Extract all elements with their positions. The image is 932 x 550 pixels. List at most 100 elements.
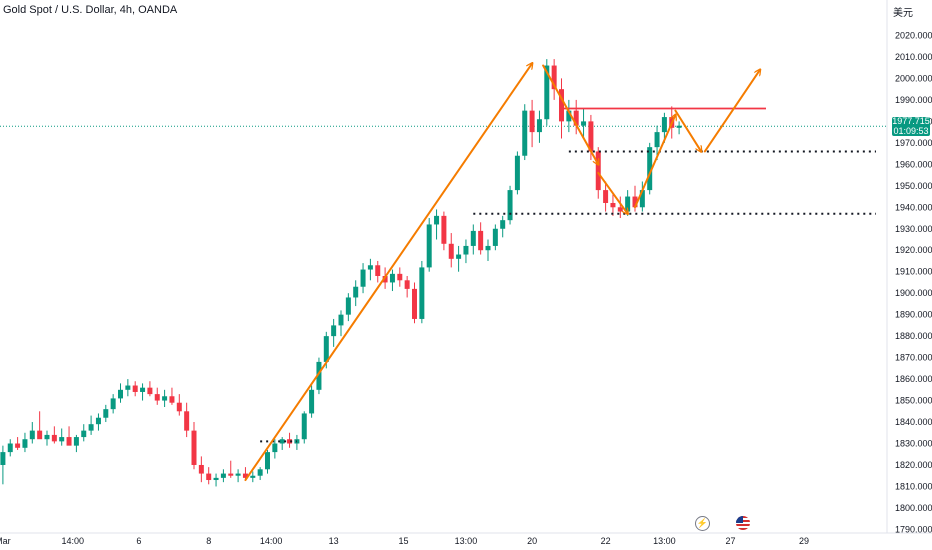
candle-body bbox=[140, 387, 146, 392]
y-tick-label: 1960.000 bbox=[895, 159, 932, 169]
candle-body bbox=[184, 411, 190, 431]
candle-body bbox=[544, 65, 550, 120]
trend-arrow bbox=[703, 70, 760, 153]
candle-body bbox=[581, 121, 587, 126]
x-tick-label: Mar bbox=[0, 536, 11, 546]
candle-body bbox=[456, 254, 462, 259]
candle-body bbox=[559, 89, 564, 122]
y-tick-label: 1970.000 bbox=[895, 138, 932, 148]
candle-body bbox=[44, 434, 50, 440]
candle-body bbox=[588, 121, 594, 152]
candle-body bbox=[603, 190, 609, 203]
y-tick-label: 2000.000 bbox=[895, 73, 932, 83]
candle-body bbox=[125, 385, 131, 390]
y-tick-label: 2010.000 bbox=[895, 52, 932, 62]
candle-body bbox=[287, 439, 293, 444]
candle-body bbox=[309, 389, 315, 414]
us-flag-icon[interactable] bbox=[736, 516, 750, 530]
candle-body bbox=[73, 437, 79, 446]
candle-body bbox=[448, 243, 454, 259]
trend-arrow bbox=[542, 64, 598, 165]
candle-body bbox=[338, 314, 344, 326]
y-tick-label: 1790.000 bbox=[895, 524, 932, 534]
candle-body bbox=[15, 443, 21, 448]
candle-body bbox=[235, 473, 241, 476]
y-tick-label: 1840.000 bbox=[895, 417, 932, 427]
y-tick-label: 1820.000 bbox=[895, 460, 932, 470]
trend-arrow bbox=[634, 115, 675, 209]
x-tick-label: 14:00 bbox=[260, 536, 283, 546]
candle-body bbox=[176, 402, 182, 412]
candle-body bbox=[250, 475, 256, 478]
candle-body bbox=[397, 273, 403, 281]
candle-body bbox=[478, 230, 484, 251]
candle-body bbox=[29, 430, 35, 440]
candle-body bbox=[507, 190, 513, 221]
candle-body bbox=[573, 110, 579, 126]
candle-body bbox=[492, 228, 498, 246]
candle-body bbox=[103, 409, 109, 418]
candle-body bbox=[81, 430, 87, 438]
candle-body bbox=[625, 196, 631, 212]
y-tick-label: 1910.000 bbox=[895, 267, 932, 277]
candle-body bbox=[279, 439, 285, 444]
candle-body bbox=[654, 132, 660, 148]
candle-body bbox=[7, 443, 13, 453]
candle-body bbox=[169, 396, 175, 403]
x-tick-label: 13 bbox=[329, 536, 339, 546]
candle-body bbox=[206, 473, 212, 481]
x-tick-label: 29 bbox=[799, 536, 809, 546]
candle-body bbox=[147, 387, 153, 395]
candle-body bbox=[470, 230, 476, 246]
candle-body bbox=[551, 65, 557, 90]
candle-body bbox=[566, 110, 572, 122]
candle-body bbox=[118, 389, 123, 399]
candle-body bbox=[198, 464, 204, 474]
candle-body bbox=[37, 430, 43, 440]
candle-body bbox=[22, 439, 28, 448]
candle-body bbox=[316, 361, 322, 390]
candle-body bbox=[272, 443, 278, 453]
candle-body bbox=[661, 117, 667, 133]
x-tick-label: 8 bbox=[206, 536, 211, 546]
candle-body bbox=[434, 215, 440, 225]
current-price-value: 1977.715 bbox=[892, 116, 930, 126]
candle-body bbox=[595, 151, 601, 191]
candle-body bbox=[676, 125, 682, 128]
x-tick-label: 22 bbox=[601, 536, 611, 546]
y-tick-label: 1940.000 bbox=[895, 202, 932, 212]
y-tick-label: 1870.000 bbox=[895, 353, 932, 363]
candle-body bbox=[213, 477, 219, 481]
y-tick-label: 1810.000 bbox=[895, 481, 932, 491]
x-tick-label: 13:00 bbox=[455, 536, 478, 546]
y-tick-label: 1920.000 bbox=[895, 245, 932, 255]
us-flag-canton bbox=[736, 516, 743, 523]
candle-body bbox=[382, 276, 388, 283]
candle-body bbox=[404, 280, 410, 289]
trend-arrow bbox=[597, 171, 627, 214]
candle-body bbox=[463, 245, 469, 255]
candle-body bbox=[639, 190, 645, 208]
y-tick-label: 1850.000 bbox=[895, 396, 932, 406]
x-tick-label: 6 bbox=[136, 536, 141, 546]
bar-countdown: 01:09:53 bbox=[893, 125, 929, 136]
lightning-icon[interactable]: ⚡ bbox=[695, 516, 710, 531]
y-tick-label: 1830.000 bbox=[895, 439, 932, 449]
candle-body bbox=[412, 288, 417, 319]
x-tick-label: 13:00 bbox=[653, 536, 676, 546]
y-tick-label: 1860.000 bbox=[895, 374, 932, 384]
trend-arrow bbox=[244, 63, 532, 482]
candle-body bbox=[220, 473, 226, 478]
y-tick-label: 1950.000 bbox=[895, 181, 932, 191]
candle-body bbox=[647, 147, 653, 191]
candle-body bbox=[59, 437, 65, 442]
candle-body bbox=[331, 325, 337, 337]
candle-body bbox=[610, 202, 616, 208]
candle-body bbox=[500, 220, 506, 229]
candle-body bbox=[441, 215, 447, 244]
candle-body bbox=[51, 434, 57, 442]
x-tick-label: 20 bbox=[527, 536, 537, 546]
candle-body bbox=[522, 110, 528, 156]
